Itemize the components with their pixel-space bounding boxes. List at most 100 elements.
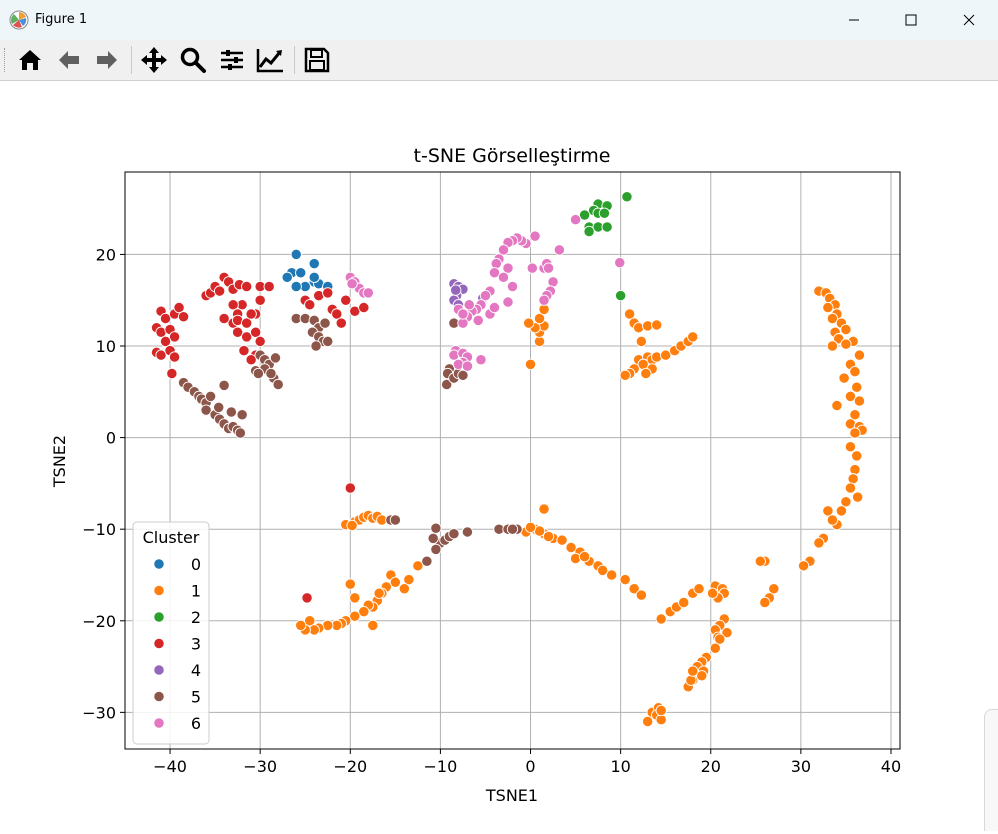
edit-axis-icon xyxy=(256,49,283,73)
x-tick-label: 40 xyxy=(881,757,901,776)
scatter-point-cluster-1 xyxy=(605,569,618,581)
legend-label: 6 xyxy=(191,714,201,733)
scatter-point-cluster-6 xyxy=(502,262,514,274)
scatter-point-cluster-1 xyxy=(304,615,316,627)
scatter-point-cluster-1 xyxy=(840,496,852,508)
scatter-point-cluster-3 xyxy=(173,301,185,314)
minimize-icon xyxy=(849,19,859,21)
forward-button[interactable] xyxy=(91,44,123,76)
scatter-point-cluster-5 xyxy=(430,543,442,555)
configure-subplots-button[interactable] xyxy=(216,44,248,76)
x-tick-label: −40 xyxy=(153,757,187,776)
scatter-point-cluster-5 xyxy=(461,526,474,538)
scatter-point-cluster-3 xyxy=(238,344,250,357)
scatter-point-cluster-6 xyxy=(497,244,510,256)
scatter-point-cluster-1 xyxy=(578,551,591,563)
y-tick-label: 20 xyxy=(96,245,116,264)
navigation-toolbar xyxy=(0,40,998,81)
y-axis-label: TSNE2 xyxy=(50,435,69,488)
scatter-point-cluster-5 xyxy=(310,340,322,352)
scatter-point-cluster-1 xyxy=(349,592,361,604)
scatter-point-cluster-1 xyxy=(635,589,648,601)
zoom-button[interactable] xyxy=(177,44,209,76)
y-axis-ticks: −30 −20 −10 0 10 20 xyxy=(82,245,125,722)
zoom-icon xyxy=(180,47,206,73)
scatter-point-cluster-1 xyxy=(687,665,699,677)
scatter-point-cluster-1 xyxy=(822,301,834,314)
y-tick-label: −10 xyxy=(82,520,116,539)
legend: Cluster 0 1 2 3 4 5 6 xyxy=(132,521,210,745)
scatter-point-cluster-6 xyxy=(472,314,484,327)
legend-marker xyxy=(153,637,165,650)
legend-items: 0 1 2 3 4 5 6 xyxy=(153,555,201,733)
minimize-button[interactable] xyxy=(825,0,883,40)
scatter-point-cluster-1 xyxy=(640,367,652,380)
close-button[interactable] xyxy=(940,0,998,40)
scatter-point-cluster-1 xyxy=(851,381,863,393)
scatter-point-cluster-1 xyxy=(685,674,697,686)
scatter-point-cluster-5 xyxy=(430,522,442,534)
scatter-point-cluster-1 xyxy=(412,560,424,572)
scatter-point-cluster-5 xyxy=(389,514,401,526)
scatter-point-cluster-3 xyxy=(168,351,181,363)
scatter-point-cluster-3 xyxy=(254,335,266,348)
scatter-point-cluster-1 xyxy=(367,619,379,632)
scatter-point-cluster-1 xyxy=(628,583,640,595)
scatter-point-cluster-3 xyxy=(241,280,253,293)
y-tick-label: 10 xyxy=(96,337,116,356)
scatter-point-cluster-2 xyxy=(578,209,591,221)
maximize-button[interactable] xyxy=(882,0,940,40)
save-button[interactable] xyxy=(301,44,333,76)
scatter-point-cluster-1 xyxy=(358,605,370,618)
scatter-point-cluster-1 xyxy=(642,715,654,728)
scatter-point-cluster-1 xyxy=(655,704,667,717)
legend-label: 4 xyxy=(191,661,201,680)
plot-area-frame xyxy=(124,171,901,750)
scatter-point-cluster-4 xyxy=(450,284,462,296)
x-tick-label: 0 xyxy=(525,757,535,776)
scatter-point-cluster-2 xyxy=(601,221,613,233)
scatter-point-cluster-3 xyxy=(227,299,239,311)
figure-canvas: −40 −30 −20 −10 0 10 20 30 40 −30 −20 −10 0 10 20 t-S… xyxy=(0,81,998,830)
scatter-point-cluster-1 xyxy=(759,596,771,609)
scatter-point-cluster-3 xyxy=(245,354,257,366)
scatter-point-cluster-5 xyxy=(448,528,460,540)
scatter-point-cluster-1 xyxy=(754,555,766,567)
pan-button[interactable] xyxy=(138,44,170,76)
scatter-point-cluster-1 xyxy=(687,331,699,343)
scatter-point-cluster-1 xyxy=(844,390,857,403)
scatter-point-cluster-1 xyxy=(533,312,546,325)
scatter-point-cluster-1 xyxy=(813,537,825,549)
scatter-point-cluster-6 xyxy=(506,280,519,293)
scatter-point-cluster-3 xyxy=(213,285,226,297)
scatter-point-cluster-1 xyxy=(849,409,861,421)
scatter-point-cluster-6 xyxy=(461,360,474,372)
scatter-point-cluster-3 xyxy=(166,367,178,380)
scatter-point-cluster-1 xyxy=(853,349,866,361)
scatter-point-cluster-1 xyxy=(693,583,705,595)
maximize-icon xyxy=(905,14,917,26)
edit-axis-button[interactable] xyxy=(254,44,286,76)
scatter-point-cluster-6 xyxy=(614,257,626,269)
scatter-point-cluster-5 xyxy=(421,555,433,567)
home-button[interactable] xyxy=(14,44,46,76)
legend-marker xyxy=(153,611,165,623)
scatter-point-cluster-1 xyxy=(373,587,385,599)
scatter-point-cluster-1 xyxy=(721,627,733,639)
x-tick-label: 20 xyxy=(701,757,721,776)
scatter-point-cluster-1 xyxy=(826,514,839,526)
scatter-point-cluster-6 xyxy=(569,213,582,226)
toolbar-separator xyxy=(294,46,295,74)
scatter-point-cluster-0 xyxy=(281,271,293,283)
scatter-point-cluster-1 xyxy=(389,576,401,588)
scatter-point-cluster-1 xyxy=(714,633,726,645)
scatter-point-cluster-6 xyxy=(475,354,487,366)
legend-label: 1 xyxy=(191,582,201,601)
scatter-point-cluster-6 xyxy=(502,296,514,308)
back-button[interactable] xyxy=(53,44,85,76)
scatter-point-cluster-3 xyxy=(177,311,190,323)
scatter-point-cluster-1 xyxy=(768,583,780,595)
scrollbar-corner[interactable] xyxy=(984,709,998,831)
scatter-point-cluster-2 xyxy=(621,191,633,203)
